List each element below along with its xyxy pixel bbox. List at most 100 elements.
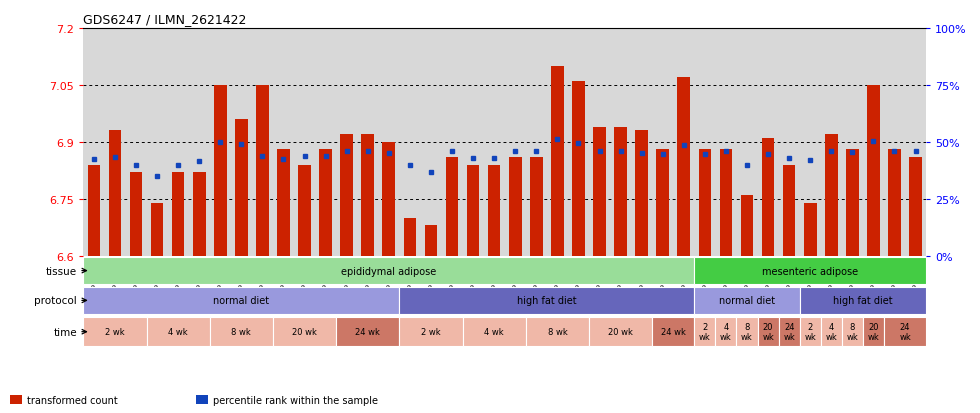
Bar — [488, 165, 501, 256]
Text: high fat diet: high fat diet — [833, 296, 893, 306]
Bar — [129, 173, 142, 256]
Bar — [694, 287, 800, 314]
Bar — [400, 317, 463, 347]
Bar — [151, 203, 164, 256]
Text: 20 wk: 20 wk — [609, 328, 633, 336]
Bar — [699, 150, 711, 256]
Bar — [298, 165, 311, 256]
Bar — [715, 317, 737, 347]
Bar — [214, 85, 226, 256]
Bar — [382, 142, 395, 256]
Text: 24 wk: 24 wk — [356, 328, 380, 336]
Bar — [884, 317, 926, 347]
Bar — [825, 135, 838, 256]
Bar — [657, 150, 669, 256]
Bar — [109, 131, 122, 256]
Bar — [319, 150, 332, 256]
Bar — [761, 139, 774, 256]
Bar — [340, 135, 353, 256]
Bar — [737, 317, 758, 347]
Text: 4 wk: 4 wk — [169, 328, 188, 336]
Text: 2 wk: 2 wk — [105, 328, 124, 336]
Bar — [614, 127, 627, 256]
Bar — [235, 120, 248, 256]
Bar — [635, 131, 648, 256]
Text: 4
wk: 4 wk — [720, 322, 732, 342]
Text: transformed count: transformed count — [27, 394, 118, 405]
Text: 8
wk: 8 wk — [847, 322, 858, 342]
Text: GDS6247 / ILMN_2621422: GDS6247 / ILMN_2621422 — [83, 13, 247, 26]
Bar — [83, 258, 694, 284]
Bar — [694, 258, 926, 284]
Bar — [463, 317, 525, 347]
Bar — [146, 317, 210, 347]
Text: 2
wk: 2 wk — [805, 322, 816, 342]
Text: epididymal adipose: epididymal adipose — [341, 266, 436, 276]
Text: 20
wk: 20 wk — [762, 322, 774, 342]
Bar — [741, 195, 754, 256]
Bar — [842, 317, 862, 347]
Text: normal diet: normal diet — [719, 296, 775, 306]
Bar — [800, 287, 926, 314]
Text: 8 wk: 8 wk — [548, 328, 567, 336]
Text: normal diet: normal diet — [214, 296, 270, 306]
Text: 20 wk: 20 wk — [292, 328, 317, 336]
Bar — [525, 317, 589, 347]
Bar — [758, 317, 778, 347]
Bar — [804, 203, 816, 256]
Bar — [466, 165, 479, 256]
Bar — [572, 82, 585, 256]
Bar — [862, 317, 884, 347]
Bar — [694, 317, 715, 347]
Bar — [867, 85, 880, 256]
Bar — [256, 85, 269, 256]
Bar — [593, 127, 606, 256]
Text: 24 wk: 24 wk — [661, 328, 686, 336]
Bar — [83, 317, 147, 347]
Text: 2 wk: 2 wk — [421, 328, 441, 336]
Text: high fat diet: high fat diet — [517, 296, 576, 306]
Bar — [210, 317, 272, 347]
Bar — [653, 317, 694, 347]
Text: 4 wk: 4 wk — [484, 328, 504, 336]
Bar — [83, 287, 400, 314]
Bar — [193, 173, 206, 256]
Text: mesenteric adipose: mesenteric adipose — [762, 266, 858, 276]
Text: 24
wk: 24 wk — [783, 322, 795, 342]
Bar — [589, 317, 653, 347]
Bar — [362, 135, 374, 256]
Bar — [778, 317, 800, 347]
Bar — [719, 150, 732, 256]
Bar — [909, 158, 922, 256]
Bar — [404, 218, 416, 256]
Bar — [87, 165, 100, 256]
Text: 24
wk: 24 wk — [900, 322, 910, 342]
Bar — [277, 150, 290, 256]
Bar — [820, 317, 842, 347]
Bar — [272, 317, 336, 347]
Text: 4
wk: 4 wk — [825, 322, 837, 342]
Text: 20
wk: 20 wk — [867, 322, 879, 342]
Bar — [424, 226, 437, 256]
Bar — [400, 287, 694, 314]
Bar — [677, 78, 690, 256]
Text: tissue: tissue — [46, 266, 77, 276]
Bar — [846, 150, 858, 256]
Text: 2
wk: 2 wk — [699, 322, 710, 342]
Bar — [336, 317, 399, 347]
Text: percentile rank within the sample: percentile rank within the sample — [214, 394, 378, 405]
Bar — [783, 165, 796, 256]
Text: protocol: protocol — [34, 296, 77, 306]
Bar — [888, 150, 901, 256]
Bar — [551, 67, 564, 256]
Bar — [196, 395, 208, 404]
Bar — [509, 158, 521, 256]
Bar — [172, 173, 184, 256]
Text: time: time — [53, 327, 77, 337]
Text: 8 wk: 8 wk — [231, 328, 251, 336]
Bar — [800, 317, 821, 347]
Bar — [446, 158, 459, 256]
Bar — [10, 395, 23, 404]
Bar — [530, 158, 543, 256]
Text: 8
wk: 8 wk — [741, 322, 753, 342]
